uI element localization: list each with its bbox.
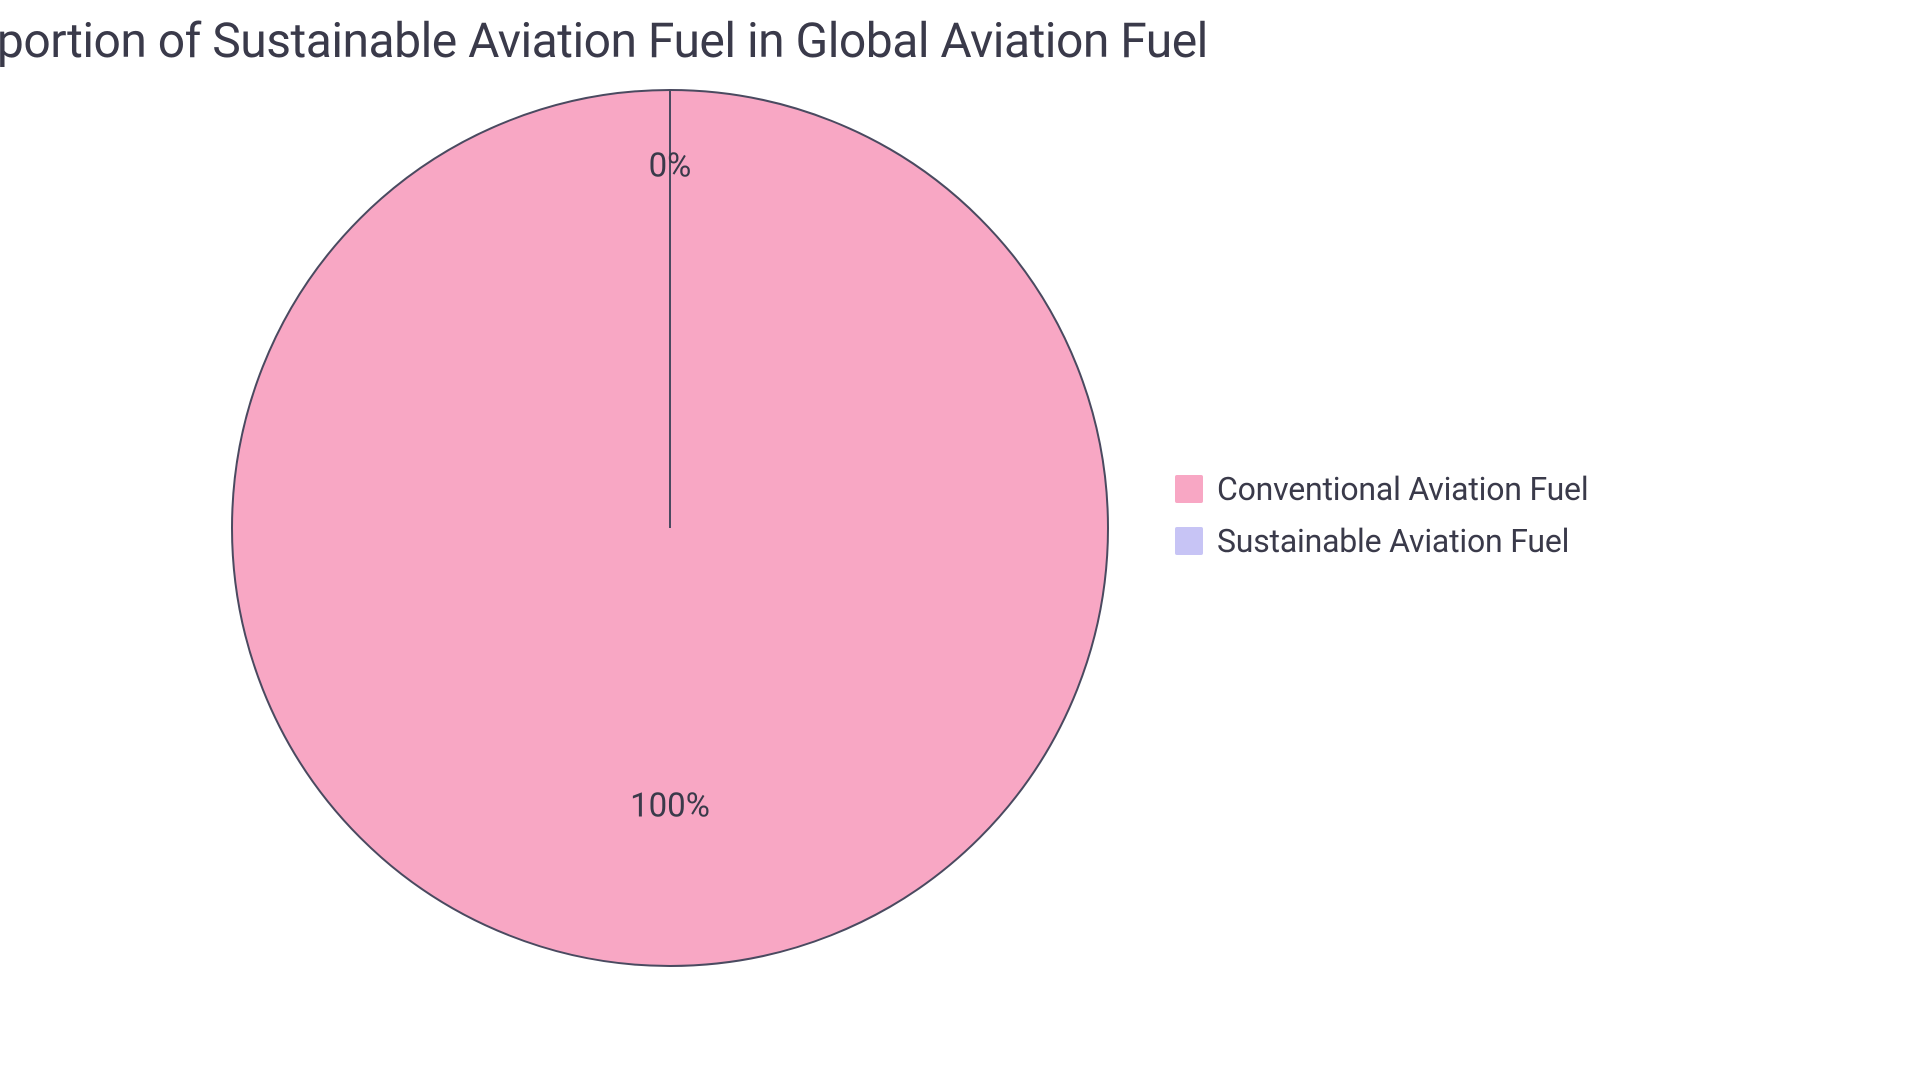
chart-title: oportion of Sustainable Aviation Fuel in… xyxy=(0,12,1208,69)
legend: Conventional Aviation Fuel Sustainable A… xyxy=(1175,470,1588,560)
pie-label-conventional: 100% xyxy=(630,787,710,826)
legend-label-sustainable: Sustainable Aviation Fuel xyxy=(1217,522,1569,560)
legend-swatch-sustainable xyxy=(1175,527,1203,555)
legend-item-sustainable: Sustainable Aviation Fuel xyxy=(1175,522,1588,560)
pie-label-sustainable: 0% xyxy=(649,147,692,186)
pie-svg: 0% 100% xyxy=(230,88,1110,968)
chart-container: oportion of Sustainable Aviation Fuel in… xyxy=(0,0,1920,1080)
legend-item-conventional: Conventional Aviation Fuel xyxy=(1175,470,1588,508)
pie-chart: 0% 100% xyxy=(230,88,1110,968)
legend-swatch-conventional xyxy=(1175,475,1203,503)
legend-label-conventional: Conventional Aviation Fuel xyxy=(1217,470,1588,508)
